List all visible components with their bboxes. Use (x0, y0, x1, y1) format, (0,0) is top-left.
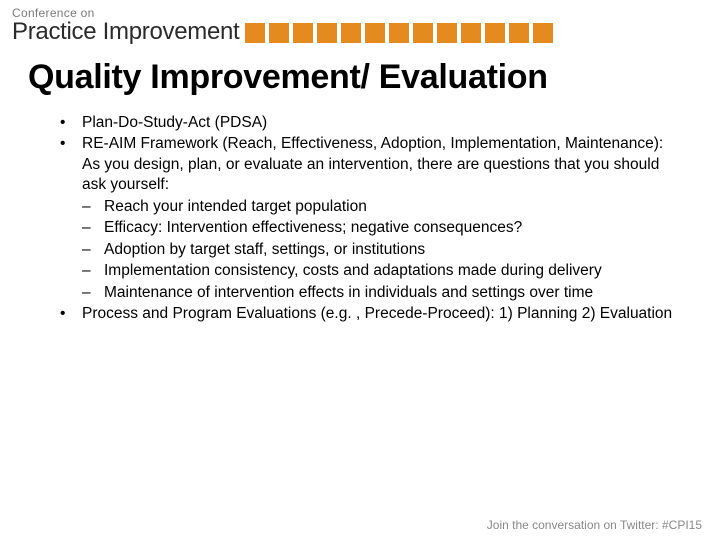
bullet-marker: • (60, 304, 82, 324)
sub-bullet-marker: – (82, 218, 104, 238)
sub-bullet-text: Efficacy: Intervention effectiveness; ne… (104, 218, 522, 238)
slide-footer: Join the conversation on Twitter: #CPI15 (487, 518, 702, 532)
square-icon (317, 23, 337, 43)
square-icon (341, 23, 361, 43)
square-icon (389, 23, 409, 43)
square-icon (461, 23, 481, 43)
square-icon (509, 23, 529, 43)
slide-title: Quality Improvement/ Evaluation (0, 46, 720, 103)
slide-content: • Plan-Do-Study-Act (PDSA) • RE-AIM Fram… (0, 103, 720, 325)
bullet-item: • Process and Program Evaluations (e.g. … (60, 304, 674, 324)
square-icon (293, 23, 313, 43)
sub-bullet-item: – Maintenance of intervention effects in… (82, 283, 674, 303)
header-text-block: Conference on Practice Improvement (12, 6, 239, 46)
sub-bullet-item: – Reach your intended target population (82, 197, 674, 217)
bullet-text: RE-AIM Framework (Reach, Effectiveness, … (82, 134, 674, 195)
sub-bullet-marker: – (82, 283, 104, 303)
bullet-item: • Plan-Do-Study-Act (PDSA) (60, 113, 674, 133)
sub-bullet-text: Maintenance of intervention effects in i… (104, 283, 593, 303)
sub-bullet-marker: – (82, 240, 104, 260)
sub-bullet-item: – Adoption by target staff, settings, or… (82, 240, 674, 260)
bullet-text: Plan-Do-Study-Act (PDSA) (82, 113, 267, 133)
sub-bullet-text: Reach your intended target population (104, 197, 367, 217)
square-icon (245, 23, 265, 43)
sub-bullet-marker: – (82, 261, 104, 281)
slide-header: Conference on Practice Improvement (0, 0, 720, 46)
square-icon (413, 23, 433, 43)
header-line2: Practice Improvement (12, 18, 239, 46)
square-icon (533, 23, 553, 43)
sub-bullet-item: – Implementation consistency, costs and … (82, 261, 674, 281)
square-icon (365, 23, 385, 43)
bullet-text: Process and Program Evaluations (e.g. , … (82, 304, 672, 324)
bullet-marker: • (60, 134, 82, 195)
sub-bullet-marker: – (82, 197, 104, 217)
square-icon (485, 23, 505, 43)
bullet-item: • RE-AIM Framework (Reach, Effectiveness… (60, 134, 674, 195)
square-icon (269, 23, 289, 43)
square-icon (437, 23, 457, 43)
sub-bullet-text: Implementation consistency, costs and ad… (104, 261, 602, 281)
sub-bullet-text: Adoption by target staff, settings, or i… (104, 240, 425, 260)
sub-bullet-item: – Efficacy: Intervention effectiveness; … (82, 218, 674, 238)
bullet-marker: • (60, 113, 82, 133)
header-squares (245, 23, 553, 43)
